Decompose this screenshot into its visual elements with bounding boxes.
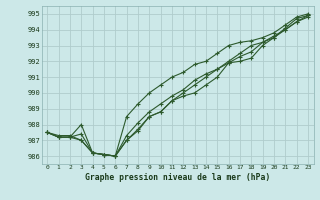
X-axis label: Graphe pression niveau de la mer (hPa): Graphe pression niveau de la mer (hPa) xyxy=(85,173,270,182)
